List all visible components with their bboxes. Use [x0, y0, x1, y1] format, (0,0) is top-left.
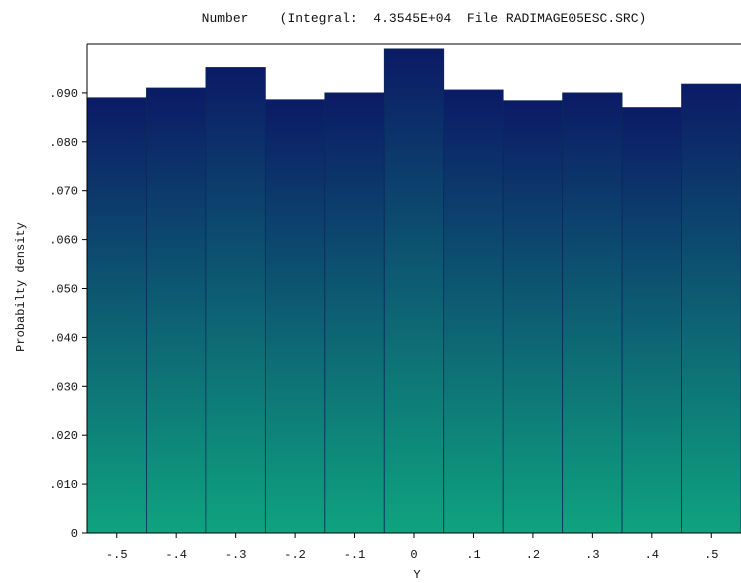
y-axis-label: Probabilty density [14, 222, 28, 352]
histogram-bar [562, 92, 623, 534]
bars-group [86, 48, 741, 534]
histogram-bar [443, 89, 504, 534]
x-tick-label: -.3 [225, 548, 247, 562]
histogram-bar [264, 99, 326, 534]
y-tick-label: .040 [49, 331, 78, 345]
histogram-bar [324, 92, 385, 534]
y-ticks-group: 0 .010 .020 .030 .040 .050 .060 .070 .080 .090 [49, 87, 87, 541]
x-ticks-group: -.5 -.4 -.3 -.2 -.1 0 .1 .2 .3 .4 .5 [106, 533, 718, 562]
x-tick-label: -.2 [284, 548, 306, 562]
histogram-bar [146, 87, 207, 534]
x-tick-label: .1 [466, 548, 480, 562]
y-tick-label: .090 [49, 87, 78, 101]
histogram-bar [86, 97, 147, 534]
y-tick-label: .010 [49, 478, 78, 492]
y-tick-label: .020 [49, 429, 78, 443]
y-tick-label: .060 [49, 234, 78, 248]
x-axis-label: Y [413, 568, 420, 582]
y-tick-label: 0 [71, 527, 78, 541]
histogram-bar [383, 48, 445, 534]
x-tick-label: -.5 [106, 548, 128, 562]
x-tick-label: .3 [585, 548, 599, 562]
y-tick-label: .050 [49, 283, 78, 297]
x-tick-label: 0 [410, 548, 417, 562]
x-tick-label: -.1 [344, 548, 366, 562]
y-tick-label: .070 [49, 185, 78, 199]
histogram-bar [205, 67, 266, 534]
x-tick-label: -.4 [165, 548, 187, 562]
x-tick-label: .4 [645, 548, 659, 562]
histogram-bar [681, 83, 741, 534]
y-tick-label: .030 [49, 380, 78, 394]
x-tick-label: .2 [526, 548, 540, 562]
histogram-bar [502, 100, 564, 534]
histogram-bar [621, 107, 682, 534]
x-tick-label: .5 [704, 548, 718, 562]
y-tick-label: .080 [49, 136, 78, 150]
chart-title: Number (Integral: 4.3545E+04 File RADIMA… [202, 11, 647, 26]
